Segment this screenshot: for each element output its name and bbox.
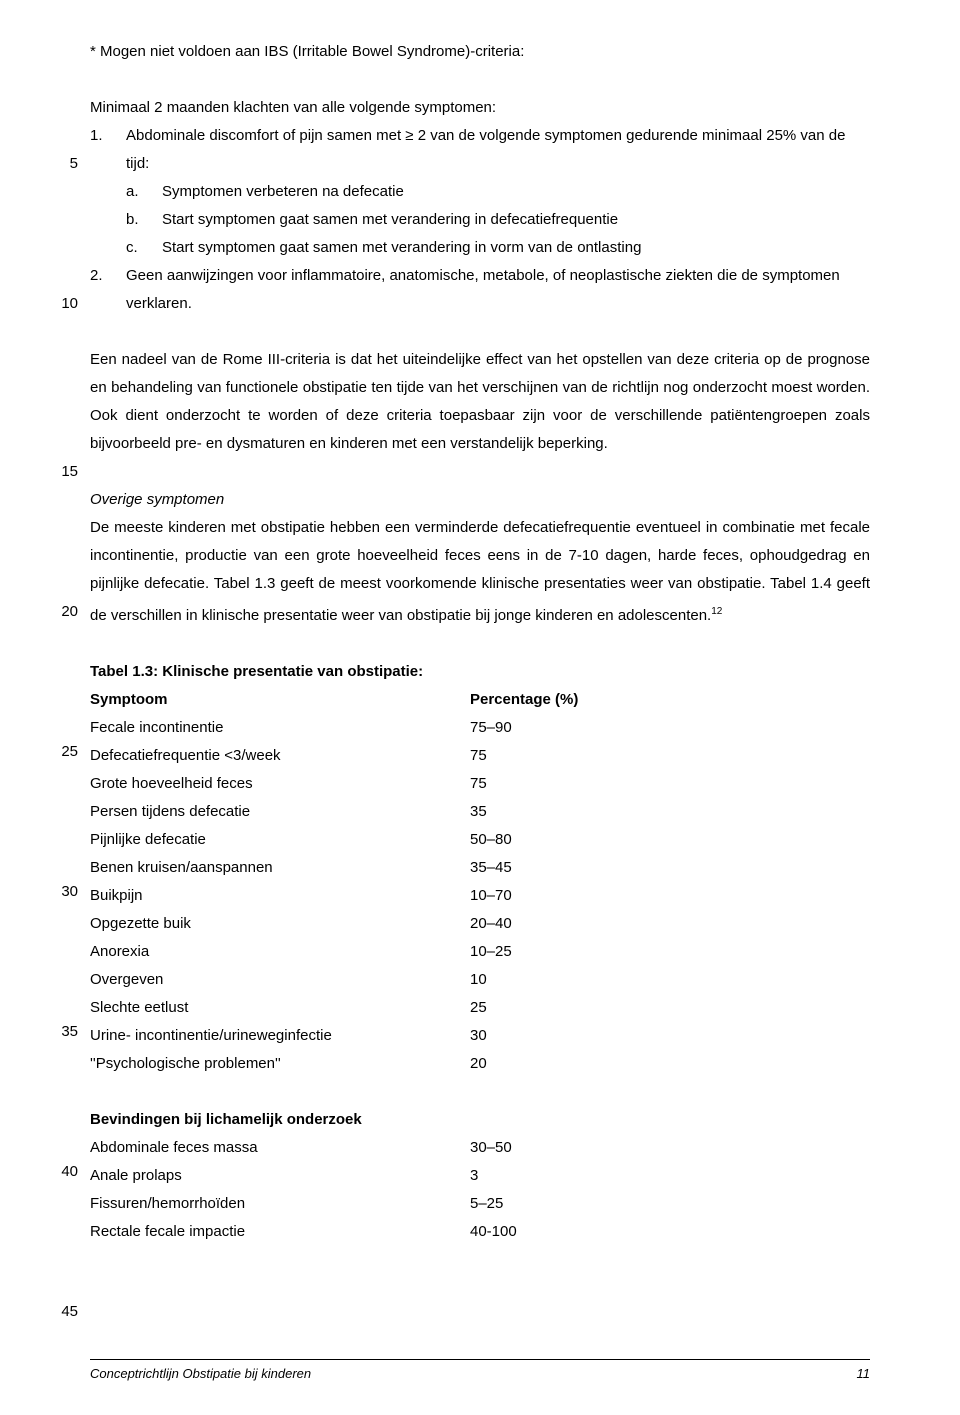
table-cell-symptom: Anorexia: [90, 938, 470, 966]
line-number: 30: [48, 878, 78, 906]
table-title: Bevindingen bij lichamelijk onderzoek: [90, 1106, 870, 1134]
footnote-ref: 12: [711, 606, 722, 617]
table-header-row: Symptoom Percentage (%): [90, 686, 870, 714]
table-cell-percentage: 75: [470, 770, 870, 798]
sublist: a. Symptomen verbeteren na defecatie b. …: [90, 178, 870, 262]
table-cell-percentage: 35: [470, 798, 870, 826]
table-cell-percentage: 75–90: [470, 714, 870, 742]
table-cell-percentage: 35–45: [470, 854, 870, 882]
list-item-1: 1. Abdominale discomfort of pijn samen m…: [90, 122, 870, 178]
sublist-item-c: c. Start symptomen gaat samen met verand…: [126, 234, 870, 262]
line-number: 5: [48, 150, 78, 178]
list-marker: b.: [126, 206, 162, 234]
table-row: Overgeven10: [90, 966, 870, 994]
table-header-symptom: Symptoom: [90, 686, 470, 714]
line-number: 20: [48, 598, 78, 626]
intro-block: * Mogen niet voldoen aan IBS (Irritable …: [90, 38, 870, 318]
line-number: 10: [48, 290, 78, 318]
table-title: Tabel 1.3: Klinische presentatie van obs…: [90, 658, 870, 686]
table-row: Buikpijn10–70: [90, 882, 870, 910]
table-cell-percentage: 10–25: [470, 938, 870, 966]
table-header-percentage: Percentage (%): [470, 686, 870, 714]
table-cell-percentage: 30–50: [470, 1134, 870, 1162]
line-number: 25: [48, 738, 78, 766]
list-text: Start symptomen gaat samen met veranderi…: [162, 234, 870, 262]
table-row: Persen tijdens defecatie35: [90, 798, 870, 826]
page-number: 11: [857, 1366, 871, 1381]
document-body: * Mogen niet voldoen aan IBS (Irritable …: [90, 38, 870, 1246]
table-row: Fecale incontinentie75–90: [90, 714, 870, 742]
table-cell-percentage: 75: [470, 742, 870, 770]
list-marker: 1.: [90, 122, 126, 178]
table-row: Anorexia10–25: [90, 938, 870, 966]
page: 5 10 15 20 25 30 35 40 45 * Mogen niet v…: [0, 0, 960, 1415]
table-cell-symptom: Benen kruisen/aanspannen: [90, 854, 470, 882]
table-cell-symptom: Overgeven: [90, 966, 470, 994]
list-item-2: 2. Geen aanwijzingen voor inflammatoire,…: [90, 262, 870, 318]
list-marker: 2.: [90, 262, 126, 318]
table-cell-percentage: 5–25: [470, 1190, 870, 1218]
intro-line-1: * Mogen niet voldoen aan IBS (Irritable …: [90, 38, 870, 66]
table-cell-symptom: Pijnlijke defecatie: [90, 826, 470, 854]
table-cell-symptom: Persen tijdens defecatie: [90, 798, 470, 826]
list-text: Abdominale discomfort of pijn samen met …: [126, 122, 870, 178]
line-number: 40: [48, 1158, 78, 1186]
table-cell-symptom: Defecatiefrequentie <3/week: [90, 742, 470, 770]
list-text: Start symptomen gaat samen met veranderi…: [162, 206, 870, 234]
overige-block: Overige symptomen De meeste kinderen met…: [90, 486, 870, 630]
table-cell-symptom: Abdominale feces massa: [90, 1134, 470, 1162]
table-row: Grote hoeveelheid feces75: [90, 770, 870, 798]
overige-body-text: De meeste kinderen met obstipatie hebben…: [90, 519, 870, 624]
sublist-item-a: a. Symptomen verbeteren na defecatie: [126, 178, 870, 206]
list-text: Geen aanwijzingen voor inflammatoire, an…: [126, 262, 870, 318]
table-cell-percentage: 10–70: [470, 882, 870, 910]
table-1-3: Tabel 1.3: Klinische presentatie van obs…: [90, 658, 870, 1078]
line-number: 15: [48, 458, 78, 486]
table-cell-symptom: Fecale incontinentie: [90, 714, 470, 742]
table-row: Urine- incontinentie/urineweginfectie30: [90, 1022, 870, 1050]
line-number: 45: [48, 1298, 78, 1326]
table-cell-percentage: 50–80: [470, 826, 870, 854]
table-row: Opgezette buik20–40: [90, 910, 870, 938]
table-cell-percentage: 40-100: [470, 1218, 870, 1246]
table-row: Benen kruisen/aanspannen35–45: [90, 854, 870, 882]
table-cell-percentage: 20: [470, 1050, 870, 1078]
table-row: Abdominale feces massa30–50: [90, 1134, 870, 1162]
paragraph-rome-iii: Een nadeel van de Rome III-criteria is d…: [90, 346, 870, 458]
table-cell-symptom: Anale prolaps: [90, 1162, 470, 1190]
table-row: Anale prolaps3: [90, 1162, 870, 1190]
table-row: Pijnlijke defecatie50–80: [90, 826, 870, 854]
table-2-rows: Abdominale feces massa30–50Anale prolaps…: [90, 1134, 870, 1246]
list-marker: c.: [126, 234, 162, 262]
table-cell-symptom: Slechte eetlust: [90, 994, 470, 1022]
table-cell-symptom: Fissuren/hemorrhoïden: [90, 1190, 470, 1218]
table-cell-symptom: Rectale fecale impactie: [90, 1218, 470, 1246]
table-cell-percentage: 20–40: [470, 910, 870, 938]
page-footer: Conceptrichtlijn Obstipatie bij kinderen…: [90, 1359, 870, 1381]
table-cell-symptom: Buikpijn: [90, 882, 470, 910]
table-1-rows: Fecale incontinentie75–90Defecatiefreque…: [90, 714, 870, 1078]
table-cell-percentage: 25: [470, 994, 870, 1022]
intro-line-2: Minimaal 2 maanden klachten van alle vol…: [90, 94, 870, 122]
table-cell-percentage: 30: [470, 1022, 870, 1050]
table-row: Rectale fecale impactie40-100: [90, 1218, 870, 1246]
sublist-item-b: b. Start symptomen gaat samen met verand…: [126, 206, 870, 234]
table-cell-symptom: Urine- incontinentie/urineweginfectie: [90, 1022, 470, 1050]
overige-body: De meeste kinderen met obstipatie hebben…: [90, 514, 870, 630]
overige-heading: Overige symptomen: [90, 486, 870, 514]
list-text: Symptomen verbeteren na defecatie: [162, 178, 870, 206]
table-cell-percentage: 10: [470, 966, 870, 994]
table-row: ''Psychologische problemen''20: [90, 1050, 870, 1078]
table-cell-symptom: Grote hoeveelheid feces: [90, 770, 470, 798]
list-marker: a.: [126, 178, 162, 206]
table-bevindingen: Bevindingen bij lichamelijk onderzoek Ab…: [90, 1106, 870, 1246]
table-cell-symptom: Opgezette buik: [90, 910, 470, 938]
line-number: 35: [48, 1018, 78, 1046]
footer-title: Conceptrichtlijn Obstipatie bij kinderen: [90, 1366, 311, 1381]
table-row: Fissuren/hemorrhoïden5–25: [90, 1190, 870, 1218]
table-cell-symptom: ''Psychologische problemen'': [90, 1050, 470, 1078]
table-cell-percentage: 3: [470, 1162, 870, 1190]
table-row: Slechte eetlust25: [90, 994, 870, 1022]
table-row: Defecatiefrequentie <3/week75: [90, 742, 870, 770]
